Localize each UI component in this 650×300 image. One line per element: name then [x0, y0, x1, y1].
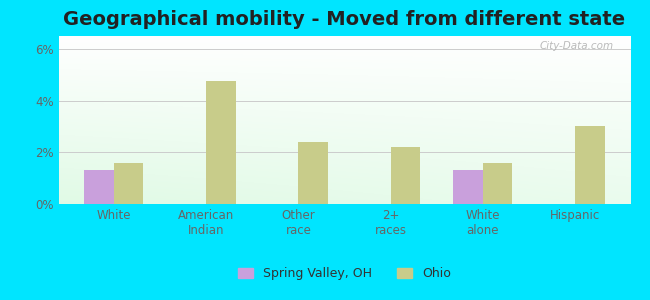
- Bar: [84, 170, 114, 204]
- Bar: [391, 147, 420, 204]
- Bar: [206, 81, 236, 204]
- Bar: [298, 142, 328, 204]
- Bar: [453, 170, 483, 204]
- Title: Geographical mobility - Moved from different state: Geographical mobility - Moved from diffe…: [64, 10, 625, 29]
- Bar: [483, 163, 512, 204]
- Legend: Spring Valley, OH, Ohio: Spring Valley, OH, Ohio: [233, 262, 456, 285]
- Text: City-Data.com: City-Data.com: [540, 41, 614, 51]
- Bar: [575, 127, 604, 204]
- Bar: [114, 163, 144, 204]
